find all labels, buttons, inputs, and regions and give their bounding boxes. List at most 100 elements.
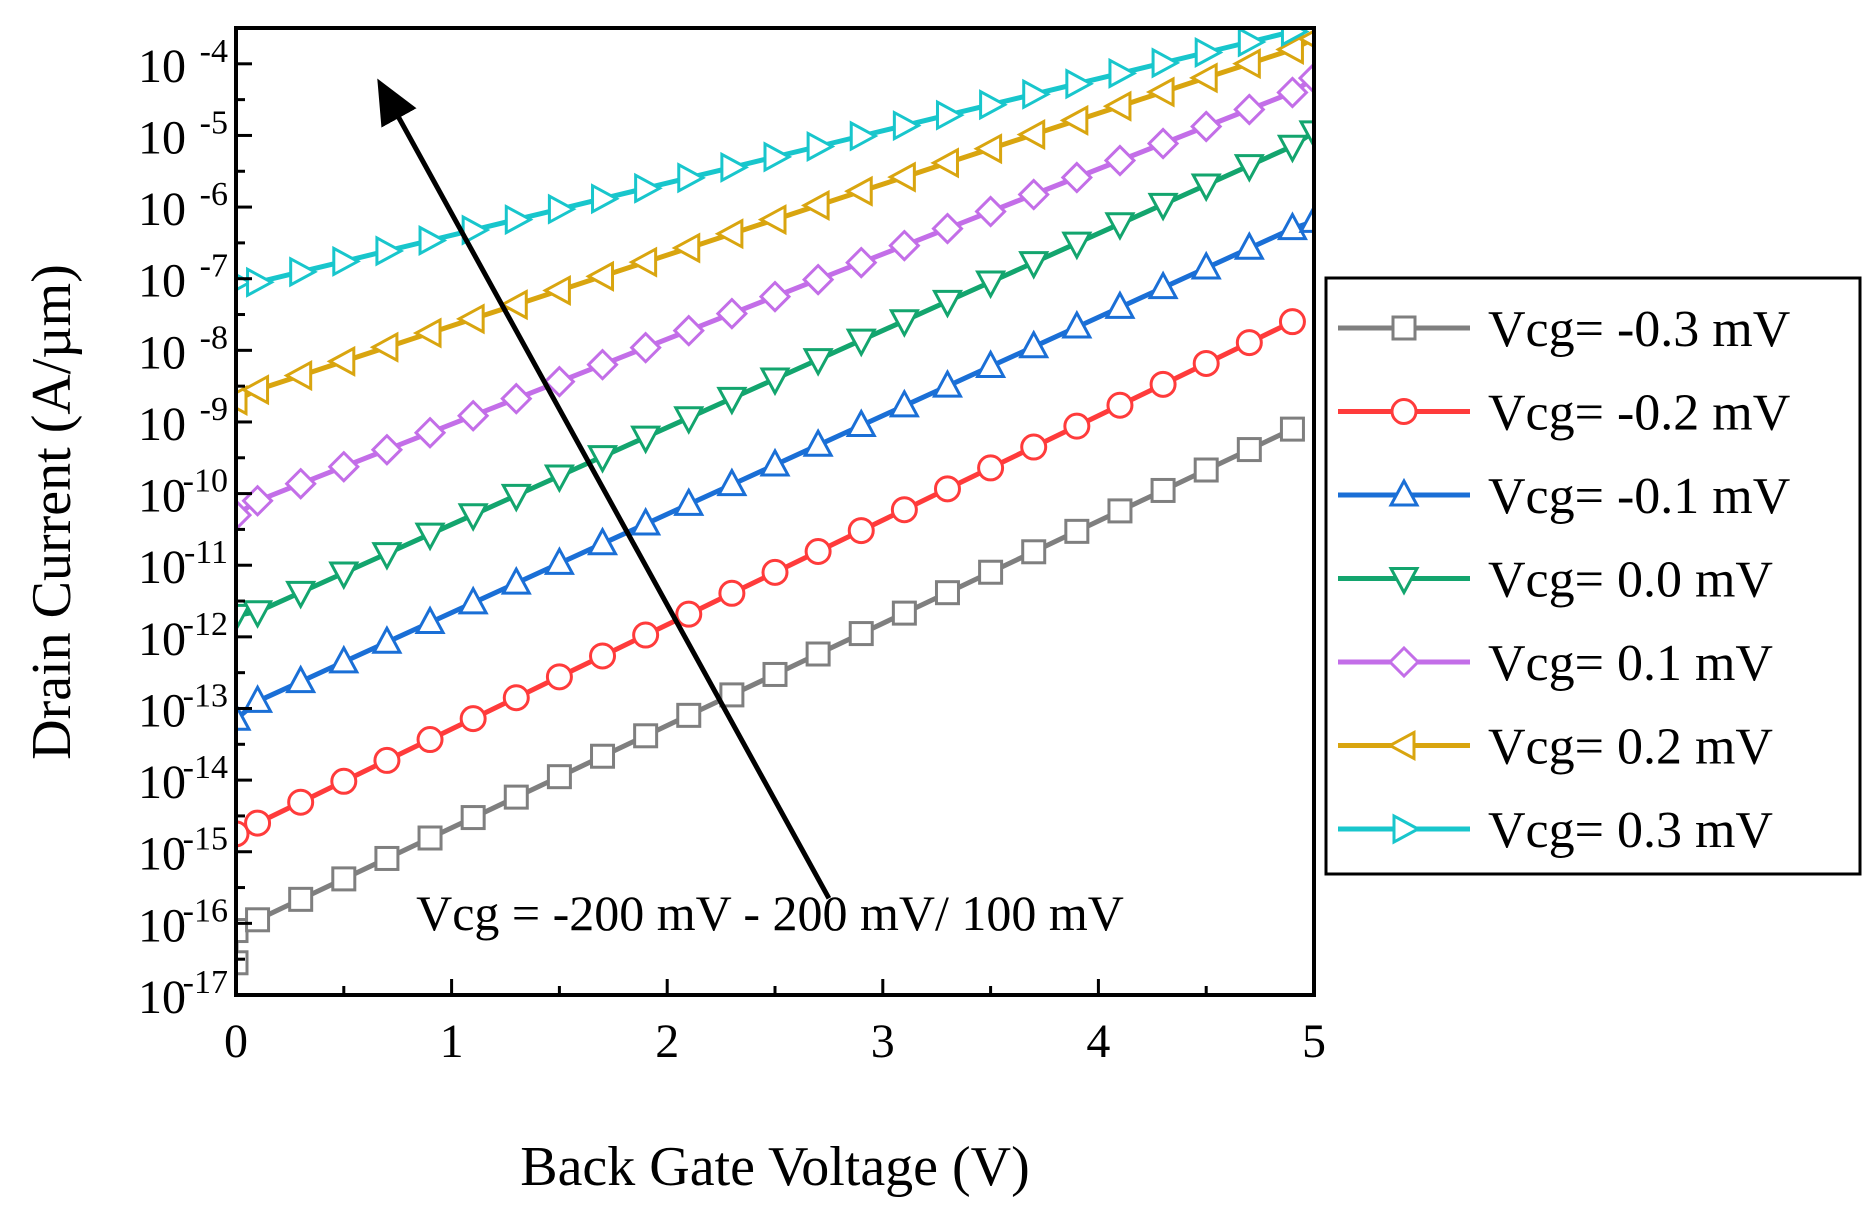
data-point [1059, 104, 1089, 136]
y-tick-exponent: -8 [200, 319, 228, 356]
data-point [500, 382, 533, 415]
data-point [975, 270, 1007, 300]
data-point [1275, 33, 1304, 66]
y-tick-label: 10 [138, 971, 186, 1024]
data-point [242, 684, 274, 713]
data-point [1147, 270, 1179, 300]
data-point [934, 580, 960, 606]
data-point [459, 705, 487, 733]
data-point [761, 558, 789, 586]
data-point [457, 399, 490, 432]
data-point [1103, 144, 1137, 177]
data-point [328, 644, 360, 674]
data-point [326, 345, 356, 377]
data-point [374, 845, 400, 871]
data-point [973, 133, 1003, 165]
data-point [1060, 161, 1093, 194]
y-tick-exponent: -17 [183, 964, 228, 1001]
data-point [543, 546, 575, 575]
data-point [589, 642, 617, 670]
data-point [1021, 539, 1047, 565]
x-tick-label: 3 [871, 1015, 895, 1068]
data-point [931, 368, 963, 398]
data-point [847, 517, 875, 545]
data-point [892, 110, 922, 142]
data-point [718, 579, 746, 607]
data-point [412, 317, 442, 349]
data-point [1276, 134, 1308, 164]
legend-item: Vcg= -0.3 mV [1338, 301, 1790, 358]
data-point [504, 204, 534, 236]
data-point [242, 600, 274, 629]
y-tick-label: 10 [138, 326, 186, 379]
data-point [845, 408, 877, 438]
data-point [974, 195, 1007, 228]
data-point [1104, 290, 1136, 319]
data-point [845, 246, 878, 279]
data-point [502, 684, 530, 712]
data-point [1017, 178, 1050, 211]
data-point [413, 416, 447, 449]
data-point [327, 450, 360, 483]
data-point [1190, 173, 1222, 203]
data-point [1065, 68, 1094, 100]
legend-item: Vcg= -0.1 mV [1338, 468, 1790, 525]
series-line [234, 426, 1294, 963]
data-point [672, 314, 705, 347]
data-point [805, 641, 831, 667]
y-tick-label: 10 [138, 470, 186, 523]
y-tick-exponent: -5 [200, 104, 228, 141]
data-point [891, 600, 917, 626]
data-point [1146, 127, 1180, 160]
legend-label: Vcg= -0.2 mV [1488, 385, 1790, 442]
legend-label: Vcg= -0.3 mV [1488, 301, 1790, 358]
x-axis-title: Back Gate Voltage (V) [520, 1136, 1030, 1198]
data-point [673, 406, 705, 435]
data-point [1147, 192, 1179, 222]
data-point [1020, 433, 1048, 461]
data-point [416, 726, 444, 754]
data-point [1280, 26, 1310, 48]
data-point [888, 309, 920, 338]
data-point [888, 388, 920, 418]
y-tick-label: 10 [138, 684, 186, 737]
data-point [633, 723, 659, 749]
data-point [1150, 477, 1176, 503]
series-7 [234, 26, 1310, 298]
data-point [716, 386, 748, 416]
data-point [1194, 36, 1224, 68]
annotation: Vcg = -200 mV - 200 mV/ 100 mV [377, 78, 1124, 941]
data-point [288, 886, 314, 912]
data-point [888, 229, 921, 262]
y-tick-exponent: -10 [183, 463, 228, 500]
legend-swatch-marker [1388, 567, 1420, 596]
data-point [330, 767, 358, 795]
data-point [542, 274, 571, 307]
data-point [757, 204, 787, 236]
data-point [979, 89, 1008, 121]
y-axis-ticks: 10-1710-1610-1510-1410-1310-1210-1110-10… [138, 26, 252, 1024]
data-point [1237, 26, 1267, 58]
data-point [1063, 412, 1091, 440]
data-point [931, 289, 963, 319]
data-point [758, 280, 792, 313]
data-point [457, 585, 489, 615]
annotation-text: Vcg = -200 mV - 200 mV/ 100 mV [416, 885, 1124, 941]
legend-label: Vcg= -0.1 mV [1488, 468, 1790, 525]
data-point [890, 496, 918, 524]
data-point [1022, 78, 1051, 110]
data-point [1236, 437, 1262, 463]
data-point [632, 621, 660, 649]
data-point [714, 218, 744, 250]
data-point [545, 663, 573, 691]
data-point [1193, 457, 1219, 483]
data-point [1104, 212, 1136, 241]
y-tick-label: 10 [138, 40, 186, 93]
data-point [284, 467, 317, 500]
data-point [673, 487, 705, 516]
legend-swatch-marker [1392, 813, 1422, 845]
data-point [373, 746, 401, 774]
data-point [1151, 47, 1181, 79]
x-tick-label: 0 [224, 1015, 248, 1068]
